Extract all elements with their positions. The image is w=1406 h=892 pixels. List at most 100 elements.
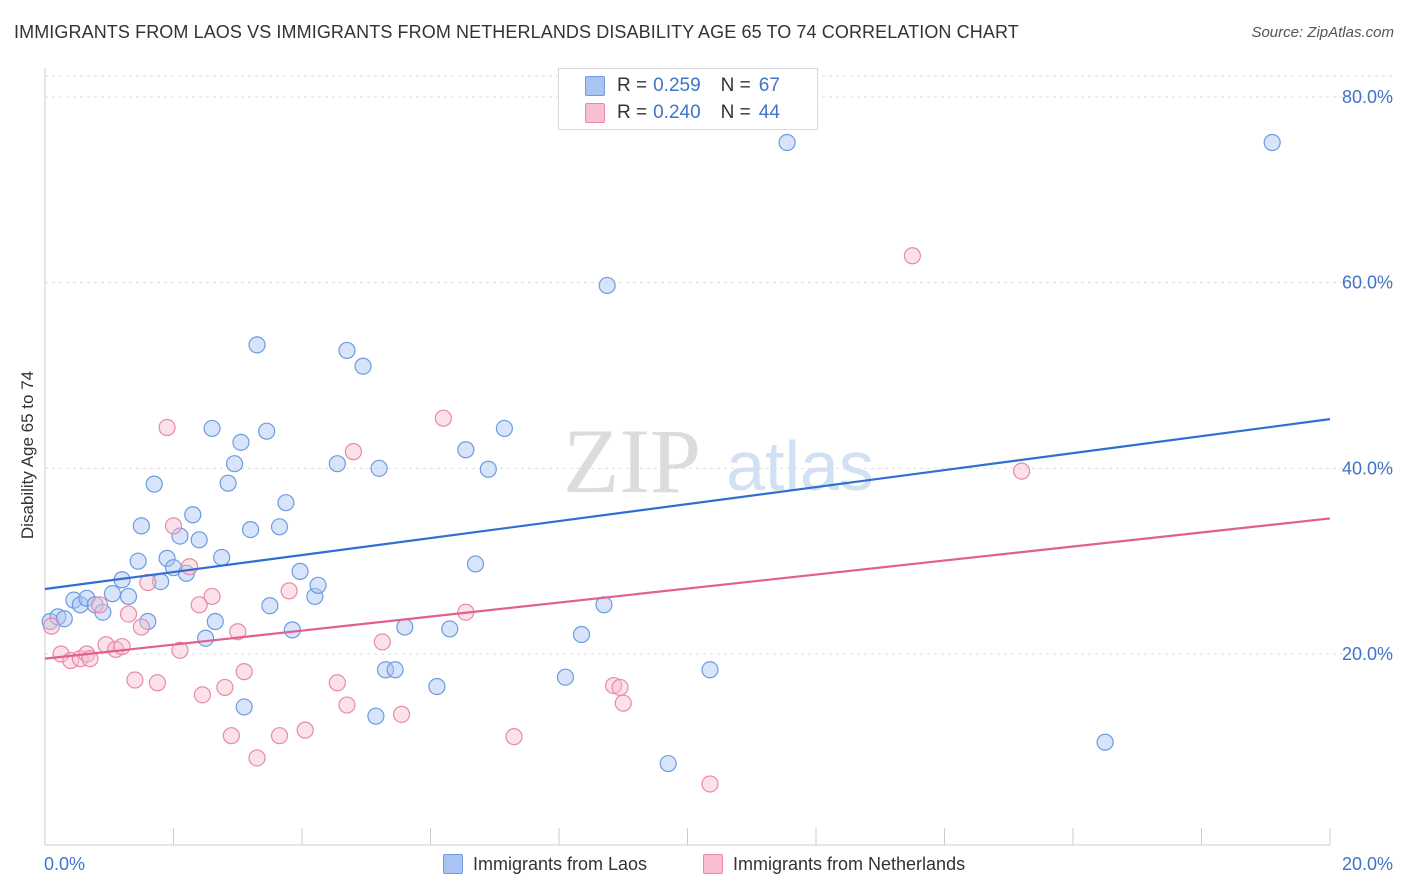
- point-netherlands: [270, 727, 289, 745]
- point-netherlands: [42, 617, 61, 635]
- point-netherlands: [229, 623, 247, 641]
- trend-lines: [44, 418, 1331, 660]
- point-netherlands: [91, 596, 109, 614]
- point-netherlands: [158, 418, 176, 437]
- point-netherlands: [235, 663, 253, 681]
- x-tick-label: 0.0%: [44, 854, 85, 874]
- series-name-netherlands: Immigrants from Netherlands: [733, 853, 966, 874]
- point-netherlands: [119, 605, 138, 623]
- point-laos: [71, 596, 89, 614]
- point-netherlands: [193, 686, 212, 704]
- chart-title: IMMIGRANTS FROM LAOS VS IMMIGRANTS FROM …: [14, 22, 1019, 42]
- point-laos: [370, 459, 388, 477]
- legend-n-label: N =: [720, 102, 751, 123]
- legend-row-laos: R = 0.259 N = 67: [585, 74, 800, 98]
- point-laos: [203, 419, 221, 438]
- point-laos: [49, 608, 67, 626]
- point-laos: [277, 494, 295, 512]
- point-netherlands: [248, 749, 266, 767]
- point-netherlands: [280, 582, 298, 600]
- watermark: ZIP atlas: [563, 410, 874, 512]
- y-tick-label: 20.0%: [1342, 644, 1393, 664]
- point-netherlands: [190, 596, 208, 614]
- chart-source: Source: ZipAtlas.com: [1251, 24, 1394, 41]
- point-laos: [197, 629, 215, 647]
- point-netherlands: [392, 705, 411, 723]
- point-netherlands: [113, 637, 131, 656]
- point-netherlands: [338, 696, 356, 714]
- point-netherlands: [171, 641, 189, 659]
- point-netherlands: [328, 674, 346, 692]
- watermark-atlas: atlas: [726, 427, 874, 505]
- point-laos: [190, 531, 208, 549]
- point-laos: [258, 422, 276, 440]
- point-netherlands: [148, 674, 167, 692]
- y-tick-label: 60.0%: [1342, 273, 1393, 293]
- point-netherlands: [434, 409, 452, 427]
- point-laos: [659, 754, 677, 773]
- axes: [44, 68, 1331, 846]
- point-laos: [1096, 733, 1114, 751]
- point-laos: [225, 455, 244, 473]
- point-netherlands: [203, 587, 221, 606]
- point-laos: [354, 357, 372, 375]
- point-netherlands: [505, 728, 523, 746]
- point-netherlands: [605, 676, 623, 695]
- data-points: [41, 133, 1281, 793]
- point-laos: [306, 587, 324, 606]
- point-laos: [386, 661, 404, 679]
- point-laos: [283, 621, 301, 639]
- point-laos: [441, 620, 459, 638]
- y-tick-label: 40.0%: [1342, 458, 1393, 478]
- point-laos: [219, 474, 237, 492]
- point-laos: [129, 552, 147, 570]
- point-laos: [572, 625, 591, 644]
- series-legend-laos: Immigrants from Laos: [443, 852, 647, 876]
- point-laos: [55, 610, 73, 628]
- point-laos: [309, 576, 327, 594]
- point-laos: [778, 133, 796, 152]
- trend-line-netherlands: [44, 517, 1331, 660]
- point-laos: [213, 548, 231, 567]
- point-netherlands: [164, 517, 183, 535]
- point-netherlands: [222, 727, 240, 745]
- point-laos: [479, 460, 497, 478]
- point-netherlands: [216, 678, 234, 697]
- point-laos: [132, 517, 150, 535]
- point-laos: [376, 661, 395, 679]
- point-laos: [248, 336, 266, 354]
- point-laos: [261, 597, 279, 615]
- legend-row-netherlands: R = 0.240 N = 44: [585, 101, 800, 125]
- point-laos: [242, 521, 260, 539]
- point-laos: [396, 618, 414, 636]
- point-laos: [428, 677, 446, 696]
- legend-n-value: 44: [758, 102, 780, 123]
- series-swatch-laos: [443, 854, 463, 874]
- point-laos: [328, 455, 346, 473]
- legend-n-value: 67: [758, 75, 780, 96]
- point-laos: [701, 661, 719, 679]
- series-name-laos: Immigrants from Laos: [473, 853, 648, 874]
- point-netherlands: [344, 443, 362, 461]
- point-netherlands: [903, 247, 921, 265]
- point-laos: [457, 441, 475, 459]
- point-netherlands: [180, 558, 199, 576]
- point-laos: [291, 562, 309, 580]
- point-netherlands: [701, 775, 719, 793]
- point-laos: [103, 585, 122, 603]
- series-swatch-netherlands: [703, 854, 723, 874]
- point-laos: [367, 707, 385, 725]
- x-tick-label: 20.0%: [1342, 854, 1393, 874]
- point-laos: [338, 341, 356, 360]
- point-laos: [1263, 133, 1281, 152]
- point-netherlands: [126, 671, 144, 689]
- point-laos: [235, 698, 253, 716]
- point-laos: [171, 527, 189, 545]
- legend: R = 0.259 N = 67 R = 0.240 N = 44: [558, 68, 818, 130]
- legend-r-value: 0.259: [653, 75, 701, 96]
- series-legend-netherlands: Immigrants from Netherlands: [703, 852, 965, 876]
- point-laos: [119, 587, 138, 606]
- legend-swatch-laos: [585, 76, 605, 96]
- point-laos: [158, 549, 176, 567]
